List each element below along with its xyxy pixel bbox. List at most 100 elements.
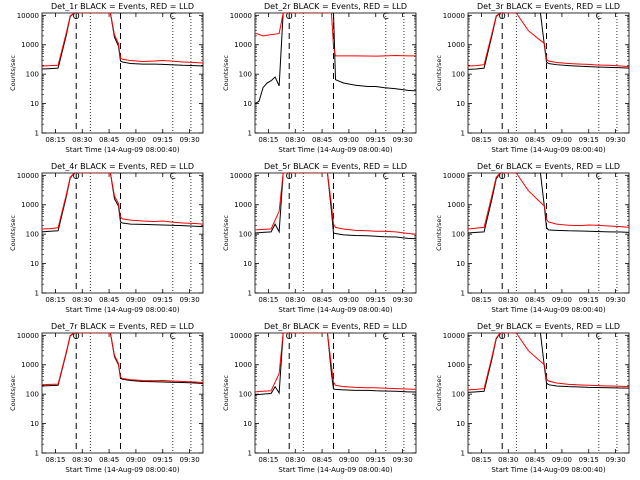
marker-C: C [170,12,176,22]
series-group [255,173,416,240]
x-tick-label: 08:45 [525,296,545,304]
y-tick-label: 1000 [21,41,39,49]
y-tick-label: 10000 [443,172,465,180]
chart-title: Det_2r BLACK = Events, RED = LLD [264,2,407,11]
y-tick-label: 1000 [234,41,252,49]
x-tick-label: 08:15 [45,136,65,144]
y-tick-label: 10 [30,100,39,108]
chart-title: Det_8r BLACK = Events, RED = LLD [264,322,407,331]
marker-C: C [383,332,389,342]
x-tick-label: 09:15 [366,456,386,464]
x-tick-label: 08:45 [525,456,545,464]
plot-frame [254,12,417,134]
chart-title: Det_7r BLACK = Events, RED = LLD [51,322,194,331]
y-tick-label: 100 [452,231,465,239]
marker-O: O [73,172,80,182]
y-axis-label: Counts/sec [9,55,17,91]
series-group [42,13,203,70]
series-group [42,173,203,233]
y-tick-label: 10000 [230,172,252,180]
x-tick-label: 08:15 [45,296,65,304]
plot-frame [467,172,630,294]
y-tick-label: 1000 [447,41,465,49]
x-tick-label: 08:30 [285,136,305,144]
y-axis-label: Counts/sec [222,375,230,411]
x-tick-label: 09:15 [153,456,173,464]
series-line-lld [468,333,629,391]
marker-O: O [499,332,506,342]
x-axis-label: Start Time (14-Aug-09 08:00:40) [278,306,392,314]
x-tick-label: 09:15 [366,296,386,304]
series-line-lld [468,13,629,68]
x-tick-label: 08:45 [99,456,119,464]
series-group [468,333,629,393]
y-tick-label: 10 [30,420,39,428]
series-line-lld [255,333,416,393]
chart-title: Det_9r BLACK = Events, RED = LLD [477,322,620,331]
marker-C: C [170,172,176,182]
chart-panel-9: Det_9r BLACK = Events, RED = LLD 1 10 100 10… [435,322,630,474]
x-tick-label: 09:00 [126,296,146,304]
y-tick-label: 10000 [17,172,39,180]
y-tick-label: 1 [35,450,39,458]
series-line-lld [468,173,629,230]
series-line-lld [255,173,416,235]
y-tick-label: 1 [248,290,252,298]
x-tick-label: 08:45 [312,456,332,464]
plot-frame [41,12,204,134]
x-axis-label: Start Time (14-Aug-09 08:00:40) [65,146,179,154]
y-tick-label: 10 [456,260,465,268]
x-tick-label: 09:30 [605,296,625,304]
x-tick-label: 08:45 [99,296,119,304]
series-line-events [468,173,629,234]
x-tick-label: 09:00 [552,456,572,464]
marker-C: C [596,12,602,22]
x-tick-label: 08:15 [258,456,278,464]
x-tick-label: 09:15 [153,136,173,144]
y-axis-label: Counts/sec [9,215,17,251]
y-tick-label: 1000 [21,361,39,369]
y-tick-label: 10 [243,100,252,108]
x-tick-label: 08:15 [471,456,491,464]
y-tick-label: 10 [243,420,252,428]
marker-C: C [596,172,602,182]
series-group [255,13,416,105]
x-tick-label: 08:45 [312,296,332,304]
y-tick-label: 100 [239,391,252,399]
series-line-events [468,333,629,393]
marker-O: O [499,12,506,22]
plot-frame [41,332,204,454]
y-tick-label: 10000 [443,332,465,340]
y-tick-label: 1 [35,290,39,298]
series-line-events [255,173,416,240]
y-tick-label: 1000 [21,201,39,209]
y-axis-label: Counts/sec [9,375,17,411]
y-tick-label: 10 [456,420,465,428]
y-tick-label: 1000 [447,201,465,209]
chart-title: Det_6r BLACK = Events, RED = LLD [477,162,620,171]
y-tick-label: 10 [456,100,465,108]
x-tick-label: 09:15 [153,296,173,304]
y-tick-label: 10 [30,260,39,268]
x-tick-label: 09:00 [552,136,572,144]
series-group [255,333,416,396]
y-axis-label: Counts/sec [435,375,443,411]
x-tick-label: 08:15 [258,296,278,304]
series-line-lld [42,13,203,67]
marker-C: C [596,332,602,342]
x-tick-label: 08:45 [99,136,119,144]
marker-C: C [170,332,176,342]
y-axis-label: Counts/sec [222,215,230,251]
series-group [42,333,203,387]
x-tick-label: 08:30 [498,456,518,464]
marker-O: O [286,12,293,22]
marker-O: O [73,12,80,22]
y-tick-label: 1 [248,450,252,458]
y-tick-label: 10000 [443,12,465,20]
x-tick-label: 08:30 [72,296,92,304]
y-tick-label: 10000 [230,332,252,340]
x-tick-label: 09:30 [179,456,199,464]
plot-frame [467,332,630,454]
chart-panel-2: Det_2r BLACK = Events, RED = LLD 1 10 100 10… [222,2,417,154]
